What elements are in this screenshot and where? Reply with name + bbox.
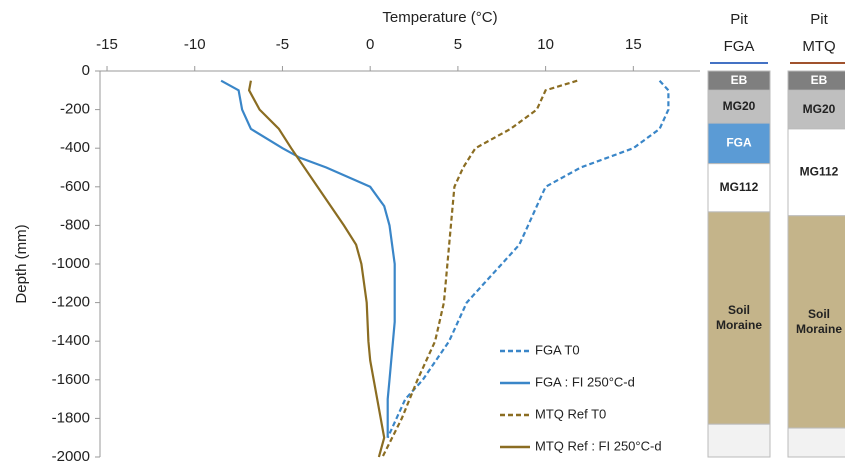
- y-tick-label: -800: [60, 216, 90, 233]
- legend-label: FGA : FI 250°C-d: [535, 374, 635, 389]
- pit-layer: [787, 89, 845, 130]
- pit-layer: [787, 128, 845, 217]
- pit-title: FGA: [724, 38, 755, 55]
- pit-layer-label: Soil Moraine: [796, 307, 842, 336]
- x-axis-title: Temperature (°C): [382, 9, 497, 26]
- line-series: [247, 80, 386, 458]
- pit-title: Pit: [810, 11, 828, 28]
- x-tick-label: -10: [184, 36, 206, 53]
- y-axis-title: Depth (mm): [13, 224, 30, 303]
- y-tick-label: -1600: [52, 371, 90, 388]
- pit-layer: [787, 215, 845, 429]
- pit-layer-label: MG20: [723, 99, 756, 113]
- y-tick-label: -400: [60, 139, 90, 156]
- pit-layer-label: MG20: [803, 102, 836, 116]
- x-tick-label: -15: [96, 36, 118, 53]
- line-series: [386, 79, 670, 439]
- y-tick-label: -2000: [52, 448, 90, 463]
- y-tick-label: -200: [60, 101, 90, 118]
- legend-label: MTQ Ref T0: [535, 406, 606, 421]
- pit-layer: [707, 163, 771, 213]
- pit-layer-label: EB: [811, 73, 828, 87]
- y-tick-label: -600: [60, 178, 90, 195]
- pit-layer-label: EB: [731, 73, 748, 87]
- pit-layer: [707, 423, 771, 458]
- pit-layer-label: MG112: [720, 180, 759, 194]
- x-tick-label: -5: [276, 36, 289, 53]
- y-tick-label: 0: [82, 62, 90, 79]
- pit-layer-label: FGA: [726, 136, 752, 150]
- pit-layer-label: Soil Moraine: [716, 303, 762, 332]
- y-tick-label: -1200: [52, 294, 90, 311]
- x-tick-label: 5: [454, 36, 462, 53]
- pit-layer: [707, 211, 771, 425]
- x-tick-label: 15: [625, 36, 642, 53]
- line-series: [220, 79, 396, 438]
- y-tick-label: -1800: [52, 409, 90, 426]
- pit-title: Pit: [730, 11, 748, 28]
- pit-layer: [707, 122, 771, 165]
- x-tick-label: 0: [366, 36, 374, 53]
- line-series: [381, 79, 578, 458]
- y-tick-label: -1000: [52, 255, 90, 272]
- legend-label: MTQ Ref : FI 250°C-d: [535, 438, 662, 453]
- legend-label: FGA T0: [535, 342, 580, 357]
- pit-layer-label: MG112: [800, 164, 839, 178]
- pit-title: MTQ: [802, 38, 835, 55]
- pit-layer: [787, 427, 845, 458]
- pit-layer: [707, 89, 771, 124]
- x-tick-label: 10: [537, 36, 554, 53]
- y-tick-label: -1400: [52, 332, 90, 349]
